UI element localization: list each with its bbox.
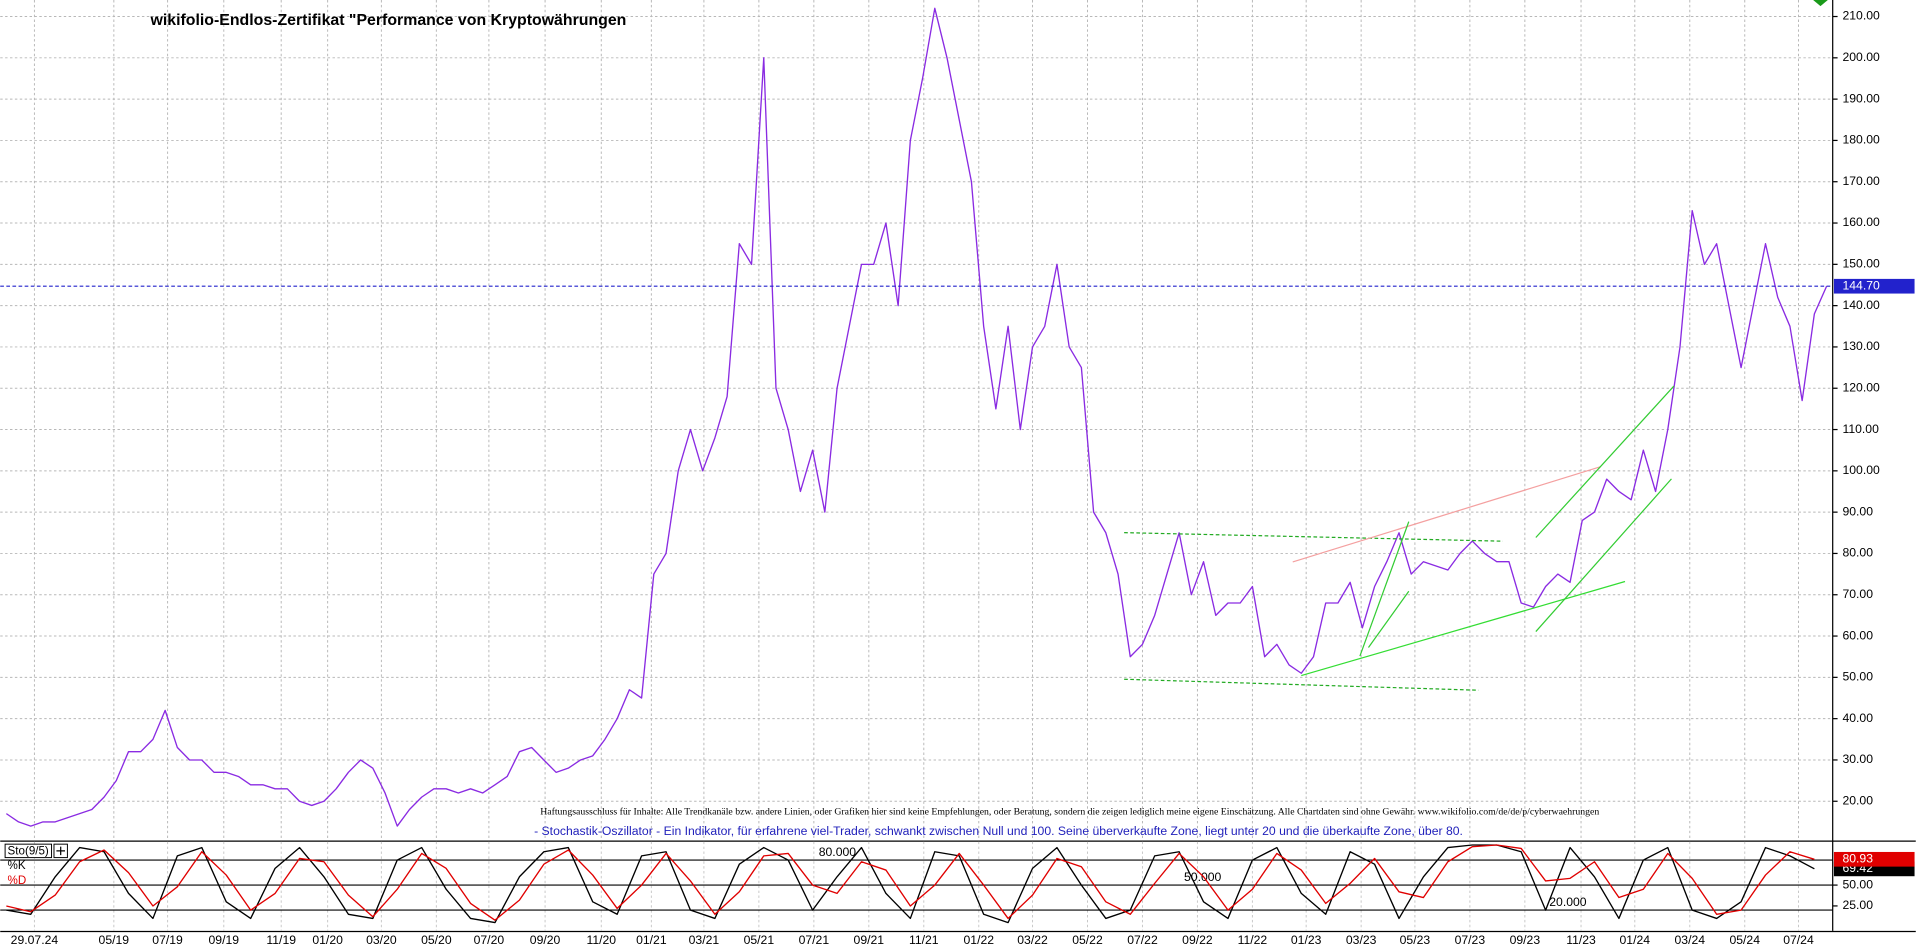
last-value-badge [1833, 851, 1915, 867]
trend-lines [1124, 385, 1675, 691]
trend-line [1124, 678, 1479, 691]
y-tick-label: 40.00 [1842, 711, 1873, 725]
y-tick-label: 100.00 [1842, 463, 1880, 477]
x-tick-label: 11/19 [266, 933, 296, 947]
series-line [5, 7, 1828, 827]
x-tick-label: 05/23 [1400, 933, 1431, 947]
x-tick-label: 11/23 [1566, 933, 1596, 947]
indicator-note: - Stochastik-Oszillator - Ein Indikator,… [534, 824, 1463, 838]
x-tick-label: 01/22 [963, 933, 994, 947]
x-tick-label: 01/21 [636, 933, 667, 947]
x-tick-label: 11/21 [909, 933, 939, 947]
x-tick-label: 05/19 [99, 933, 130, 947]
x-tick-label: 09/20 [530, 933, 561, 947]
x-tick-label: 11/20 [586, 933, 616, 947]
y-tick-label: 25.00 [1842, 898, 1873, 912]
y-tick-label: 110.00 [1842, 422, 1879, 436]
x-tick-label: 03/24 [1674, 933, 1705, 947]
y-tick-label: 130.00 [1842, 339, 1880, 353]
trend-line [1535, 478, 1672, 632]
legend-entry: %D [8, 874, 27, 887]
y-tick-label: 210.00 [1842, 9, 1880, 23]
x-tick-label: 09/19 [209, 933, 240, 947]
y-tick-label: 170.00 [1842, 174, 1880, 188]
x-tick-label: 03/21 [689, 933, 720, 947]
x-tick-label: 11/22 [1238, 933, 1268, 947]
indicator-box [4, 843, 53, 859]
x-tick-label: 05/21 [744, 933, 775, 947]
y-tick-label: 90.00 [1842, 504, 1873, 518]
x-tick-label: 03/20 [366, 933, 397, 947]
trend-line [1292, 466, 1601, 563]
chart-title: wikifolio-Endlos-Zertifikat "Performance… [149, 12, 626, 29]
y-tick-label: 140.00 [1842, 298, 1880, 312]
x-tick-label: 07/21 [799, 933, 830, 947]
y-tick-label: 50.00 [1842, 670, 1873, 684]
last-value-label: 144.70 [1842, 278, 1880, 292]
last-value-badge [1833, 278, 1915, 294]
marker [1813, 0, 1828, 7]
indicator-label: Sto(9/5) [8, 845, 49, 858]
y-tick-label: 70.00 [1842, 587, 1873, 601]
x-tick-label: 07/22 [1127, 933, 1158, 947]
expand-icon [56, 846, 65, 856]
x-tick-label: 01/23 [1291, 933, 1322, 947]
x-tick-label: 07/20 [474, 933, 505, 947]
trend-line [1124, 532, 1503, 542]
y-tick-label: 80.00 [1842, 546, 1873, 560]
last-value-label: 80.93 [1842, 852, 1873, 866]
y-tick-label: 180.00 [1842, 133, 1880, 147]
x-tick-label: 09/22 [1182, 933, 1213, 947]
legend-entry: %K [8, 859, 26, 872]
x-tick-label: 01/20 [312, 933, 343, 947]
series-line [6, 844, 1815, 921]
x-tick-label: 05/22 [1072, 933, 1103, 947]
y-tick-label: 160.00 [1842, 215, 1880, 229]
y-tick-label: 150.00 [1842, 257, 1880, 271]
y-tick-label: 30.00 [1842, 752, 1873, 766]
y-tick-label: 200.00 [1842, 50, 1880, 64]
trend-line [1359, 521, 1410, 657]
disclaimer: Haftungsausschluss für Inhalte: Alle Tre… [540, 807, 1599, 818]
trend-line [1367, 590, 1410, 648]
trend-line [1535, 385, 1675, 538]
x-tick-label: 05/20 [421, 933, 452, 947]
x-tick-label: 03/22 [1017, 933, 1048, 947]
y-tick-label: 50.00 [1842, 877, 1873, 891]
y-tick-label: 20.00 [1842, 793, 1873, 807]
x-tick-label: 05/24 [1729, 933, 1760, 947]
series-line [6, 844, 1815, 924]
y-tick-label: 190.00 [1842, 91, 1880, 105]
x-tick-label: 29.07.24 [11, 933, 59, 947]
x-tick-label: 07/24 [1783, 933, 1814, 947]
level-label: 80.000 [819, 845, 857, 859]
x-tick-label: 01/24 [1620, 933, 1651, 947]
x-tick-label: 03/23 [1346, 933, 1377, 947]
x-tick-label: 09/21 [854, 933, 885, 947]
level-label: 20.000 [1549, 895, 1587, 909]
y-tick-label: 60.00 [1842, 628, 1873, 642]
x-tick-label: 07/19 [152, 933, 183, 947]
y-tick-label: 120.00 [1842, 380, 1880, 394]
x-tick-label: 07/23 [1455, 933, 1486, 947]
x-tick-label: 09/23 [1510, 933, 1541, 947]
trend-line [1301, 580, 1626, 677]
